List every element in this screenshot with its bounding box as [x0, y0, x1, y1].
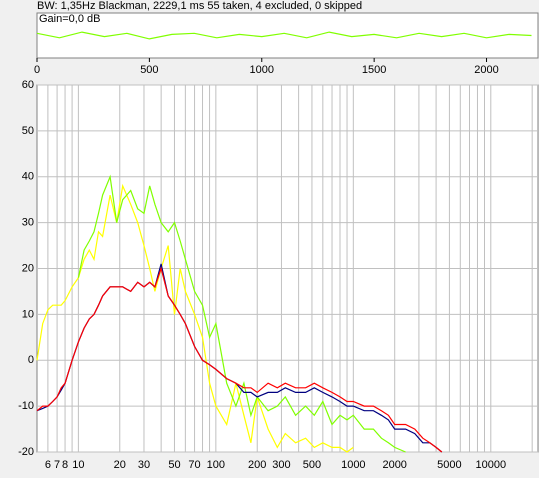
x-tick-label: 0 [34, 64, 40, 76]
x-tick-label: 50 [168, 459, 180, 471]
x-tick-label: 500 [303, 459, 321, 471]
x-tick-label: 500 [140, 64, 158, 76]
series-line [77, 174, 406, 453]
x-tick-label: 30 [138, 459, 150, 471]
y-tick-label: -10 [18, 400, 34, 412]
gain-label: Gain=0,0 dB [39, 13, 100, 25]
plot-area [36, 12, 539, 59]
y-tick-label: 40 [22, 171, 34, 183]
x-tick-label: 2000 [382, 459, 406, 471]
x-tick-label: 10 [72, 459, 84, 471]
y-tick-label: 50 [22, 125, 34, 137]
x-tick-label: 100 [207, 459, 225, 471]
series-line [36, 183, 354, 453]
y-tick-label: 0 [28, 354, 34, 366]
x-tick-label: 10000 [475, 459, 506, 471]
y-tick-label: 60 [22, 79, 34, 91]
x-tick-label: 2000 [474, 64, 498, 76]
x-tick-label: 1000 [250, 64, 274, 76]
x-tick-label: 200 [248, 459, 266, 471]
series-line [36, 266, 443, 453]
x-tick-label: 70 [188, 459, 200, 471]
x-tick-label: 7 [54, 459, 60, 471]
x-tick-label: 300 [272, 459, 290, 471]
x-tick-label: 1000 [341, 459, 365, 471]
y-tick-label: 30 [22, 217, 34, 229]
y-tick-label: -20 [18, 446, 34, 458]
x-tick-label: 6 [45, 459, 51, 471]
y-tick-label: 20 [22, 262, 34, 274]
series-line [36, 31, 532, 40]
y-tick-label: 10 [22, 308, 34, 320]
x-tick-label: 20 [114, 459, 126, 471]
x-tick-label: 8 [62, 459, 68, 471]
x-tick-label: 1500 [362, 64, 386, 76]
header: BW: 1,35Hz Blackman, 2229,1 ms 55 taken,… [37, 0, 362, 12]
x-tick-label: 5000 [437, 459, 461, 471]
